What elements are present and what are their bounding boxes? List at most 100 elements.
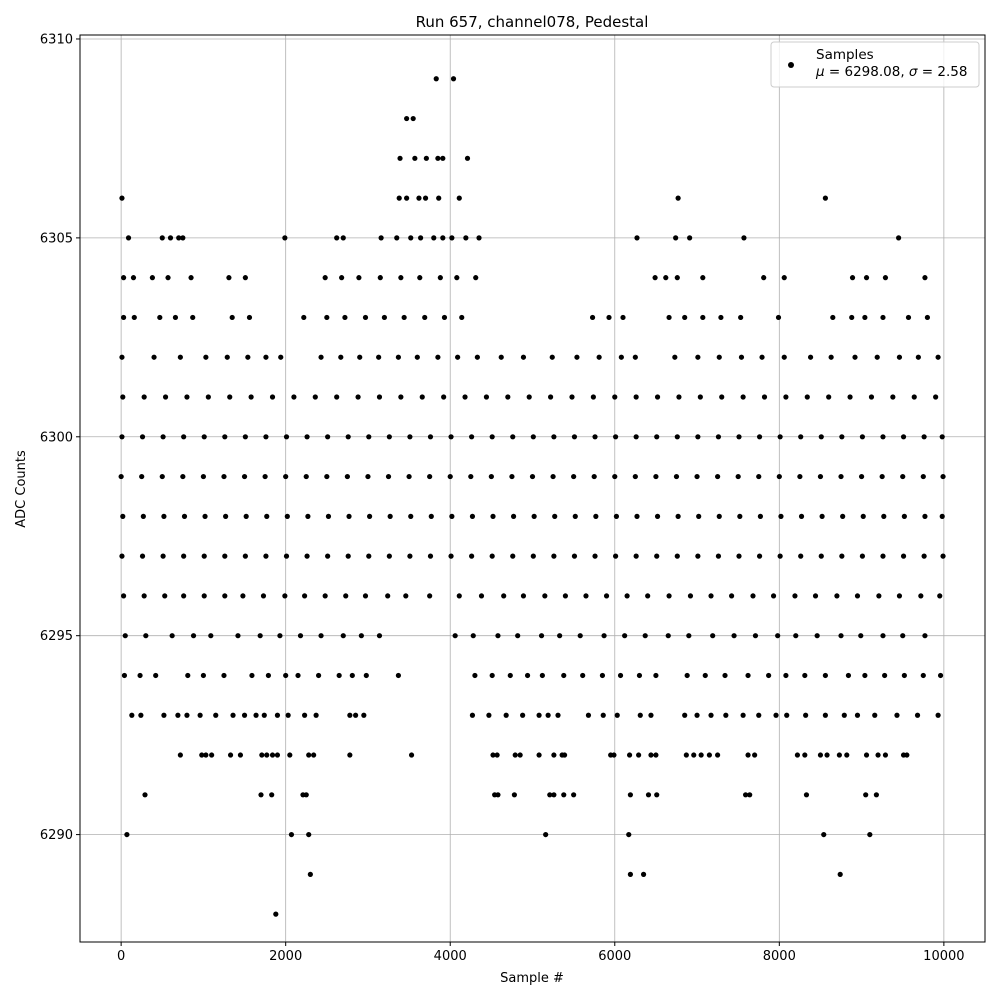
data-point — [676, 394, 682, 400]
data-point — [695, 434, 701, 440]
data-point — [696, 513, 702, 519]
data-point — [708, 712, 714, 718]
data-point — [376, 394, 383, 400]
data-point — [828, 354, 834, 360]
data-point — [935, 712, 941, 718]
data-point — [890, 394, 896, 400]
data-point — [694, 712, 700, 718]
data-point — [153, 672, 159, 679]
data-point — [859, 553, 866, 559]
data-point — [770, 593, 777, 599]
data-point — [818, 553, 824, 559]
data-point — [849, 275, 856, 281]
data-point — [356, 275, 362, 281]
data-point — [304, 553, 310, 559]
data-point — [287, 752, 293, 758]
data-point — [130, 275, 137, 281]
data-point — [427, 473, 433, 480]
axes: 0 2000 4000 6000 8000 10000 6290 6295 6300 6305 63… — [40, 32, 986, 964]
data-point — [347, 752, 353, 758]
data-point — [555, 712, 561, 718]
x-tick-label: 0 — [117, 949, 125, 964]
data-point — [854, 593, 861, 599]
data-point — [139, 553, 146, 559]
data-point — [645, 792, 652, 798]
data-point — [900, 633, 906, 639]
data-point — [723, 712, 729, 718]
data-point — [140, 513, 146, 519]
data-point — [663, 275, 669, 281]
data-point — [896, 593, 903, 599]
y-tick-label: 6310 — [40, 32, 73, 47]
data-point — [687, 593, 694, 599]
data-point — [224, 354, 230, 360]
data-point — [838, 473, 844, 480]
data-point — [756, 553, 763, 559]
data-point — [447, 473, 453, 480]
data-point — [307, 871, 313, 877]
data-point — [858, 633, 864, 639]
data-point — [880, 553, 886, 559]
data-point — [517, 752, 523, 758]
data-point — [773, 712, 779, 718]
data-point — [353, 712, 359, 718]
data-point — [242, 434, 248, 440]
data-point — [269, 394, 276, 400]
data-point — [162, 593, 168, 599]
data-point — [737, 513, 743, 519]
data-point — [459, 314, 465, 321]
data-point — [761, 275, 767, 281]
data-point — [896, 354, 903, 360]
data-point — [441, 394, 447, 400]
data-point — [157, 314, 163, 321]
data-point — [862, 314, 868, 321]
data-point — [512, 752, 518, 758]
data-point — [654, 553, 660, 559]
data-point — [366, 553, 372, 559]
data-point — [315, 672, 322, 679]
data-point — [423, 155, 429, 161]
data-point — [283, 553, 290, 559]
data-point — [590, 394, 596, 400]
data-point — [666, 593, 672, 599]
data-point — [265, 672, 271, 679]
data-point — [624, 593, 630, 599]
legend-mu-symbol: μ — [815, 64, 825, 80]
data-point — [875, 752, 881, 758]
data-point — [599, 672, 606, 679]
data-point — [824, 752, 830, 758]
data-point — [914, 712, 921, 718]
data-point — [618, 354, 624, 360]
data-point — [226, 275, 232, 281]
data-point — [905, 314, 912, 321]
data-point — [401, 314, 407, 321]
data-point — [476, 235, 482, 241]
data-point — [428, 513, 434, 519]
data-point — [463, 235, 469, 241]
data-point — [921, 434, 927, 440]
data-point — [129, 712, 135, 718]
data-point — [203, 354, 209, 360]
data-point — [654, 394, 661, 400]
data-point — [159, 473, 165, 480]
data-point — [636, 752, 642, 758]
data-point — [303, 792, 309, 798]
data-point — [282, 593, 288, 599]
data-point — [138, 712, 144, 718]
data-point — [334, 394, 340, 400]
data-point — [305, 513, 311, 519]
data-point — [456, 593, 462, 599]
data-point — [691, 752, 697, 758]
data-point — [464, 155, 471, 161]
data-point — [674, 553, 680, 559]
data-point — [715, 752, 721, 758]
data-point — [367, 513, 373, 519]
data-point — [241, 712, 248, 718]
data-point — [797, 473, 803, 480]
data-point — [702, 672, 708, 679]
data-point — [900, 434, 907, 440]
data-point — [591, 473, 597, 480]
data-point — [740, 394, 746, 400]
data-point — [674, 434, 680, 440]
data-point — [199, 752, 205, 758]
